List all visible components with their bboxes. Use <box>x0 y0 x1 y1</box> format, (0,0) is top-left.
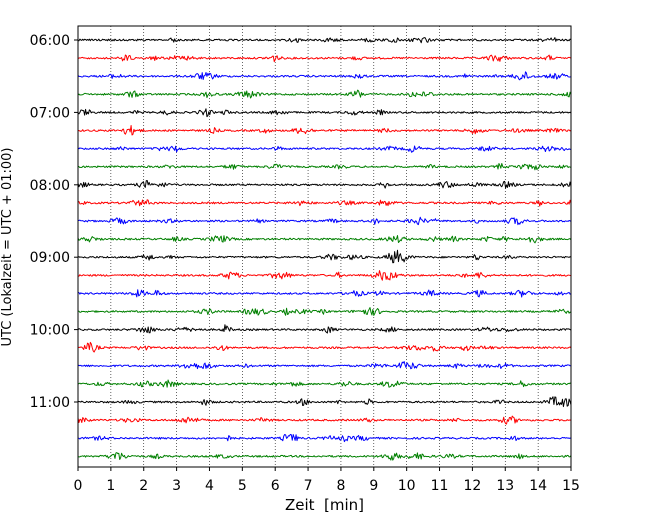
seismic-traces <box>77 37 572 461</box>
x-tick-label: 12 <box>463 478 481 494</box>
trace-0715 <box>77 125 572 136</box>
trace-0830 <box>77 216 572 226</box>
trace-0815 <box>77 199 572 207</box>
trace-1015 <box>77 341 572 353</box>
trace-1145 <box>77 452 572 461</box>
trace-1000 <box>77 324 572 334</box>
trace-1030 <box>77 361 572 370</box>
y-tick-label: 10:00 <box>30 323 70 339</box>
x-axis-ticks: 0 1 2 3 4 5 6 7 8 9 10 11 12 13 14 15 <box>74 467 580 494</box>
trace-0930 <box>77 289 572 298</box>
trace-1100 <box>77 396 572 408</box>
x-tick-label: 6 <box>271 478 280 494</box>
x-tick-label: 11 <box>431 478 449 494</box>
trace-0945 <box>77 307 572 316</box>
y-tick-label: 07:00 <box>30 105 70 121</box>
x-axis-label: Zeit [min] <box>285 496 364 514</box>
x-tick-label: 7 <box>304 478 313 494</box>
plot-frame <box>77 25 572 468</box>
x-tick-label: 3 <box>172 478 181 494</box>
x-tick-label: 15 <box>562 478 580 494</box>
trace-0630 <box>77 71 572 81</box>
trace-0645 <box>77 89 572 99</box>
x-tick-label: 1 <box>106 478 115 494</box>
x-tick-label: 0 <box>74 478 83 494</box>
y-tick-label: 08:00 <box>30 178 70 194</box>
y-axis-label: UTC (Lokalzeit = UTC + 01:00) <box>0 148 15 347</box>
x-tick-label: 4 <box>205 478 214 494</box>
trace-0600 <box>77 37 572 44</box>
x-tick-label: 2 <box>139 478 148 494</box>
x-tick-label: 9 <box>369 478 378 494</box>
trace-0615 <box>77 54 572 63</box>
trace-0745 <box>77 162 572 171</box>
x-tick-label: 5 <box>238 478 247 494</box>
x-tick-label: 14 <box>529 478 547 494</box>
trace-0700 <box>77 108 572 118</box>
x-tick-label: 10 <box>398 478 416 494</box>
trace-0915 <box>77 270 572 281</box>
x-tick-label: 8 <box>336 478 345 494</box>
trace-1115 <box>77 415 572 425</box>
trace-0845 <box>77 235 572 244</box>
y-tick-label: 11:00 <box>30 395 70 411</box>
y-tick-label: 09:00 <box>30 250 70 266</box>
x-tick-label: 13 <box>496 478 514 494</box>
trace-1130 <box>77 433 572 443</box>
trace-0800 <box>77 179 572 189</box>
trace-0730 <box>77 145 572 153</box>
trace-0900 <box>77 249 572 264</box>
y-axis-ticks: 06:00 07:00 08:00 09:00 10:00 11:00 <box>30 33 78 411</box>
y-tick-label: 06:00 <box>30 33 70 49</box>
trace-1045 <box>77 379 572 388</box>
